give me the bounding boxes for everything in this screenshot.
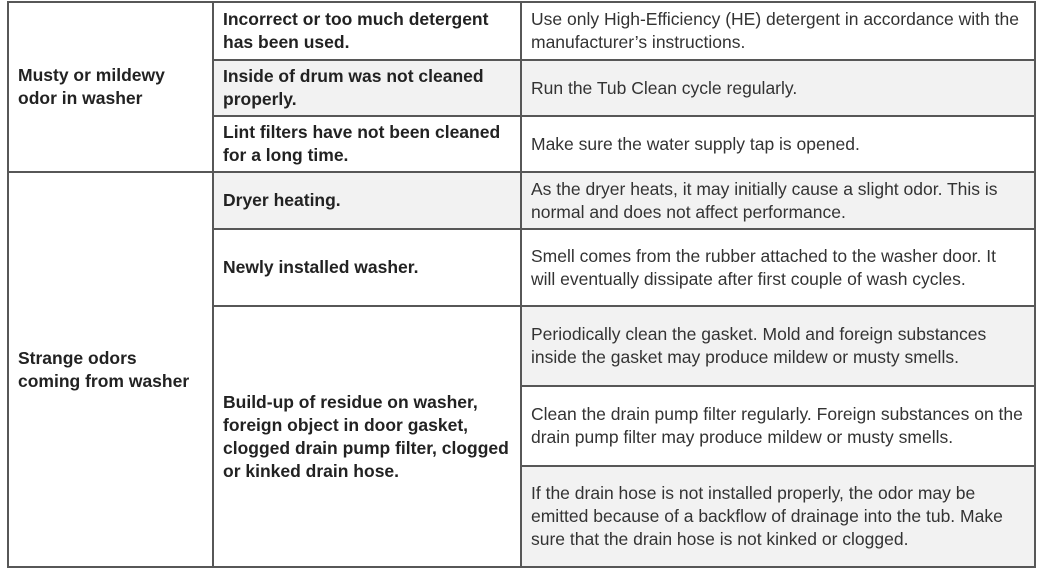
cause-cell: Incorrect or too much detergent has been…: [214, 3, 520, 59]
symptom-cell: Musty or mildewy odor in washer: [9, 3, 212, 171]
solution-cell: Periodically clean the gasket. Mold and …: [522, 307, 1034, 385]
solution-cell: Smell comes from the rubber attached to …: [522, 230, 1034, 305]
cause-cell: Build-up of residue on washer, foreign o…: [214, 307, 520, 566]
solution-cell: Clean the drain pump filter regularly. F…: [522, 387, 1034, 465]
cause-cell: Lint filters have not been cleaned for a…: [214, 117, 520, 171]
symptom-cell: Strange odors coming from washer: [9, 173, 212, 566]
cause-cell: Dryer heating.: [214, 173, 520, 228]
solution-cell: Make sure the water supply tap is opened…: [522, 117, 1034, 171]
solution-cell: Run the Tub Clean cycle regularly.: [522, 61, 1034, 115]
cause-cell: Newly installed washer.: [214, 230, 520, 305]
solution-cell: If the drain hose is not installed prope…: [522, 467, 1034, 566]
solution-cell: Use only High-Efficiency (HE) detergent …: [522, 3, 1034, 59]
solution-cell: As the dryer heats, it may initially cau…: [522, 173, 1034, 228]
cause-cell: Inside of drum was not cleaned properly.: [214, 61, 520, 115]
troubleshooting-table: Musty or mildewy odor in washer Incorrec…: [7, 1, 1036, 568]
